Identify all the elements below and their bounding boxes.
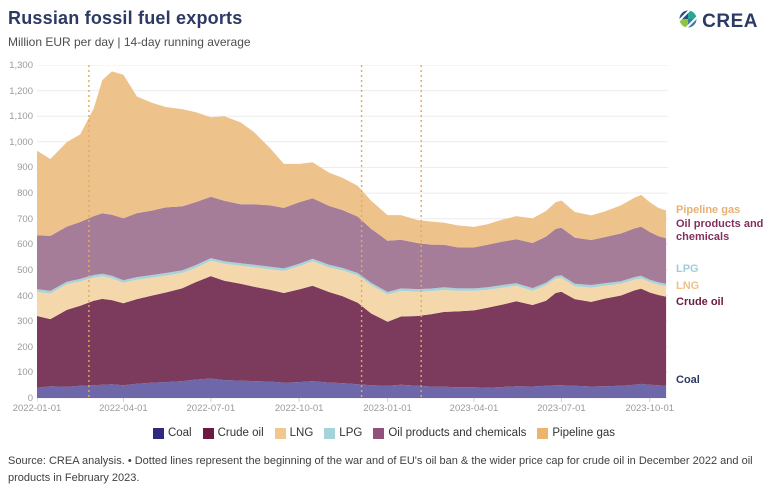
y-tick-label: 200 [17,341,33,353]
y-tick-label: 400 [17,290,33,302]
legend: Coal Crude oil LNG LPG Oil products and chem… [0,427,768,439]
x-tick-label: 2023-07-01 [537,403,586,414]
x-tick-label: 2022-07-01 [186,403,236,414]
y-tick-label: 700 [17,213,33,225]
y-tick-label: 900 [17,162,33,174]
legend-swatch [152,427,164,439]
area-coal [37,378,667,398]
legend-label: LNG [289,427,314,439]
legend-item-pipeline-gas: Pipeline gas [537,427,615,439]
series-label-oil-products-and-chemicals: Oil products and chemicals [676,218,764,243]
y-tick-label: 300 [17,316,33,328]
legend-label: Pipeline gas [552,427,616,439]
y-tick-label: 800 [17,188,33,200]
y-tick-label: 0 [27,393,33,404]
crea-logo-icon [679,10,697,33]
area-pipeline-gas [37,71,667,248]
legend-item-oil-products-and-chemicals: Oil products and chemicals [373,427,526,439]
y-tick-label: 1,200 [9,85,33,97]
legend-swatch [537,427,549,439]
legend-item-lpg: LPG [324,427,362,439]
legend-swatch [202,427,214,439]
series-label-crude-oil: Crude oil [676,296,724,308]
legend-label: Oil products and chemicals [388,427,527,439]
crea-logo-text: CREA [702,10,758,32]
legend-item-coal: Coal [152,427,192,439]
legend-label: Crude oil [217,427,264,439]
legend-label: LPG [339,427,363,439]
series-label-lpg: LPG [676,263,699,275]
series-label-lng: LNG [676,280,700,292]
series-label-pipeline-gas: Pipeline gas [676,204,741,216]
legend-item-crude-oil: Crude oil [202,427,264,439]
x-tick-label: 2023-10-01 [625,403,675,414]
page-subtitle: Million EUR per day | 14-day running ave… [8,35,251,49]
y-tick-label: 1,000 [9,136,33,148]
legend-swatch [373,427,385,439]
series-label-coal: Coal [676,374,700,386]
area-lng [37,260,667,322]
area-crude-oil [37,276,667,388]
source-note: Source: CREA analysis. • Dotted lines re… [8,455,753,484]
x-tick-label: 2022-04-01 [99,403,148,414]
y-tick-label: 1,100 [9,111,33,123]
legend-label: Coal [167,427,192,439]
x-tick-label: 2023-04-01 [449,403,499,414]
area-oil-products-and-chemicals [37,196,667,292]
legend-swatch [274,427,286,439]
page-title: Russian fossil fuel exports [8,8,243,28]
stacked-area-plot [37,65,668,402]
legend-item-lng: LNG [274,427,314,439]
x-tick-label: 2022-10-01 [274,403,324,414]
x-tick-label: 2022-01-01 [12,403,62,414]
crea-brand: CREA [679,10,758,33]
y-tick-label: 100 [17,367,33,379]
y-tick-label: 600 [17,239,33,251]
x-tick-label: 2023-01-01 [363,403,412,414]
legend-swatch [324,427,336,439]
y-tick-label: 1,300 [9,60,33,71]
y-tick-label: 500 [17,264,33,276]
area-lpg [37,258,667,295]
